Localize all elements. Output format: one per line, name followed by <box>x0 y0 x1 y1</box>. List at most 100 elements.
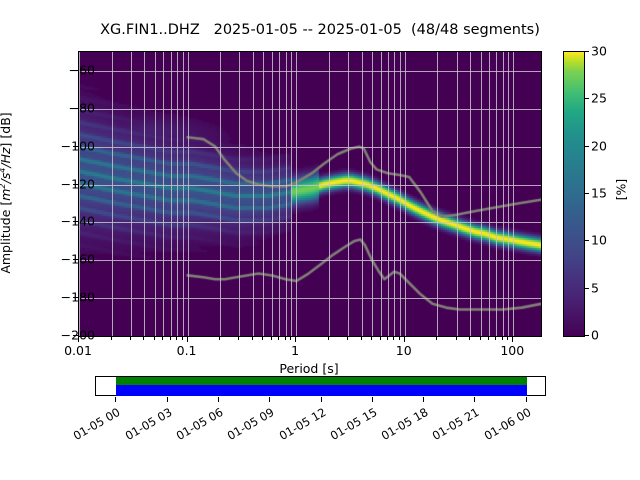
colorbar-tick <box>584 240 589 242</box>
gridline-horizontal <box>79 184 541 186</box>
page-title: XG.FIN1..DHZ 2025-01-05 -- 2025-01-05 (4… <box>100 22 540 38</box>
gridline-vertical <box>272 52 274 336</box>
gridline-vertical <box>252 52 254 336</box>
timeline-tick <box>474 397 476 402</box>
x-axis-tick-minor <box>176 336 178 340</box>
colorbar-tick <box>584 287 589 289</box>
y-axis-label: Amplitude [m2/s4/Hz] [dB] <box>0 112 14 274</box>
y-axis-tick-label: −60 <box>68 62 95 78</box>
gridline-vertical <box>480 52 482 336</box>
gridline-vertical <box>347 52 349 336</box>
x-axis-tick-minor <box>393 336 395 340</box>
y-axis-tick-label: −140 <box>60 213 95 229</box>
x-axis-tick-minor <box>386 336 388 340</box>
x-axis-tick-minor <box>346 336 348 340</box>
timeline-tick <box>525 397 527 402</box>
colorbar-tick <box>584 335 589 336</box>
y-axis-tick <box>73 183 78 185</box>
x-axis-tick-minor <box>488 336 490 340</box>
x-axis-tick-minor <box>495 336 497 340</box>
gridline-vertical <box>220 52 222 336</box>
timeline-tick <box>320 397 322 402</box>
gridline-vertical <box>502 52 504 336</box>
timeline-psd-bar <box>116 377 527 385</box>
gridline-vertical <box>130 52 132 336</box>
x-axis-tick <box>512 336 514 342</box>
x-axis-tick-minor <box>469 336 471 340</box>
x-axis-tick <box>78 336 79 342</box>
gridline-vertical <box>177 52 179 336</box>
gridline-horizontal <box>79 108 541 110</box>
gridline-vertical <box>263 52 265 336</box>
gridline-vertical <box>239 52 241 336</box>
x-axis-label: Period [s] <box>279 361 339 376</box>
x-axis-tick-label: 10 <box>395 343 412 358</box>
timeline-tick-label: 01-05 06 <box>173 404 226 443</box>
y-axis-tick-label: −200 <box>60 327 95 343</box>
colorbar-tick-label: 25 <box>591 90 607 106</box>
ppsd-canvas <box>79 52 541 336</box>
ppsd-density-canvas <box>79 52 541 336</box>
y-axis-tick <box>73 259 78 261</box>
y-axis-tick-label: −80 <box>68 100 95 116</box>
colorbar-tick-label: 30 <box>591 43 607 59</box>
x-axis-tick-minor <box>271 336 273 340</box>
x-axis-tick <box>295 336 297 342</box>
ppsd-plot-area <box>78 51 542 337</box>
x-axis-tick-minor <box>262 336 264 340</box>
timeline-tick <box>115 397 117 402</box>
x-axis-tick-minor <box>143 336 145 340</box>
gridline-horizontal <box>79 70 541 72</box>
x-axis-tick-minor <box>153 336 155 340</box>
gridline-vertical <box>361 52 363 336</box>
timeline-tick <box>217 397 219 402</box>
gridline-vertical <box>394 52 396 336</box>
y-axis-tick <box>73 221 78 223</box>
x-axis-tick-minor <box>129 336 131 340</box>
x-axis-tick-minor <box>169 336 171 340</box>
x-axis-tick-minor <box>455 336 457 340</box>
timeline-tick-label: 01-05 21 <box>430 404 482 443</box>
timeline-tick-label: 01-05 00 <box>70 404 123 443</box>
colorbar-tick <box>584 98 589 100</box>
gridline-vertical <box>291 52 293 336</box>
x-axis-tick-minor <box>278 336 280 340</box>
x-axis-tick-minor <box>360 336 362 340</box>
gridline-horizontal <box>79 260 541 262</box>
gridline-vertical <box>489 52 491 336</box>
x-axis-tick-minor <box>379 336 381 340</box>
timeline-tick-label: 01-05 12 <box>276 404 328 443</box>
y-axis-tick <box>73 107 78 109</box>
gridline-vertical <box>279 52 281 336</box>
timeline-tick-label: 01-06 00 <box>481 404 534 443</box>
gridline-vertical <box>111 52 113 336</box>
gridline-vertical <box>372 52 374 336</box>
gridline-vertical <box>170 52 172 336</box>
y-axis-tick <box>73 335 78 336</box>
colorbar-tick-label: 15 <box>591 185 607 201</box>
x-axis-tick-minor <box>162 336 164 340</box>
x-axis-tick-minor <box>219 336 221 340</box>
timeline-axis <box>95 376 546 396</box>
gridline-vertical <box>79 52 80 336</box>
colorbar-tick <box>584 145 589 147</box>
gridline-vertical <box>285 52 287 336</box>
timeline-tick <box>371 397 373 402</box>
y-axis-tick <box>73 297 78 299</box>
x-axis-tick-minor <box>251 336 253 340</box>
x-axis-tick <box>403 336 405 342</box>
x-axis-tick-label: 100 <box>500 343 525 358</box>
colorbar-tick <box>584 193 589 194</box>
timeline-tick <box>423 397 425 402</box>
timeline-data-bar <box>116 385 527 396</box>
timeline-tick-label: 01-05 03 <box>122 404 175 443</box>
timeline-tick <box>269 397 271 402</box>
y-axis-tick-label: −120 <box>60 176 95 192</box>
x-axis-tick-label: 0.01 <box>64 343 92 358</box>
y-axis-tick-label: −160 <box>60 251 95 267</box>
gridline-vertical <box>187 52 189 336</box>
gridline-vertical <box>144 52 146 336</box>
timeline-tick-label: 01-05 15 <box>327 404 380 443</box>
x-axis-tick-minor <box>507 336 509 340</box>
